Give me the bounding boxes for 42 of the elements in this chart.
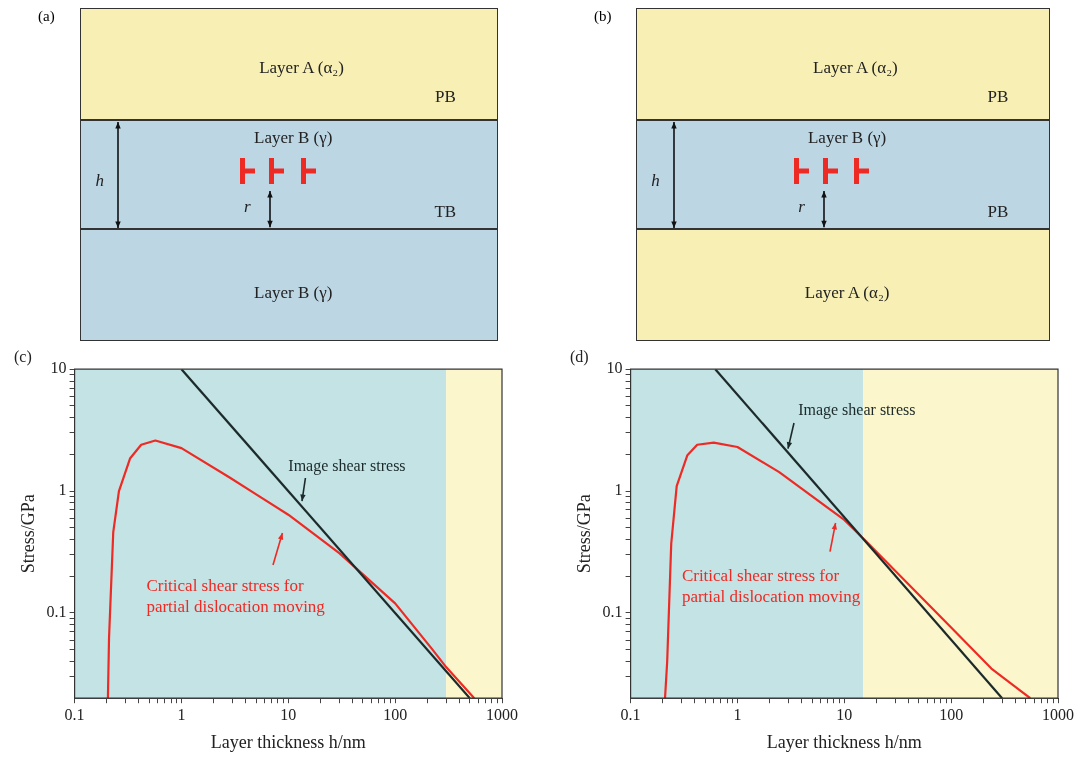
y-axis-title: Stress/GPa xyxy=(573,494,594,574)
text: Layer A (α₂) xyxy=(259,57,344,78)
text: Layer B (γ) xyxy=(254,127,333,148)
text: Layer A (α₂) xyxy=(813,57,898,78)
y-tick-label: 1 xyxy=(614,481,623,499)
y-tick-label: 0.1 xyxy=(46,603,67,621)
text: PB xyxy=(987,202,1009,223)
y-tick-label: 0.1 xyxy=(602,603,623,621)
text: PB xyxy=(987,86,1009,107)
chart-title: (c) xyxy=(14,347,32,366)
x-tick-label: 1000 xyxy=(486,706,518,723)
y-tick-label: 10 xyxy=(50,359,67,377)
x-tick-label: 10 xyxy=(280,706,297,723)
text: h xyxy=(651,171,660,192)
text: TB xyxy=(434,202,457,223)
x-tick-label: 0.1 xyxy=(620,706,641,723)
x-tick-label: 1000 xyxy=(1042,706,1074,723)
y-tick-label: 10 xyxy=(606,359,623,377)
series-label: Image shear stress xyxy=(288,456,407,477)
y-axis-title: Stress/GPa xyxy=(17,494,38,574)
text: Layer B (γ) xyxy=(254,283,333,304)
text: r xyxy=(243,197,251,218)
x-tick-label: 100 xyxy=(939,706,964,723)
x-axis-title: Layer thickness h/nm xyxy=(210,731,366,752)
chart-title: (d) xyxy=(570,347,589,366)
x-tick-label: 100 xyxy=(383,706,408,723)
text: r xyxy=(798,197,805,218)
x-tick-label: 1 xyxy=(733,706,742,723)
series-label: Image shear stress xyxy=(798,400,917,421)
x-tick-label: 10 xyxy=(836,706,853,723)
text: PB xyxy=(434,86,456,107)
text: Layer B (γ) xyxy=(807,127,887,148)
x-axis-title: Layer thickness h/nm xyxy=(766,731,922,752)
y-tick-label: 1 xyxy=(58,481,67,499)
text: Layer A (α₂) xyxy=(804,283,890,304)
text: (a) xyxy=(38,8,55,25)
x-tick-label: 1 xyxy=(177,706,186,723)
text: h xyxy=(95,171,104,192)
legend-label: Critical shear stress for partial dislocation moving xyxy=(146,574,326,618)
x-tick-label: 0.1 xyxy=(64,706,85,723)
text: (b) xyxy=(594,8,612,25)
legend-label: Critical shear stress for partial dislocation moving xyxy=(681,564,862,608)
